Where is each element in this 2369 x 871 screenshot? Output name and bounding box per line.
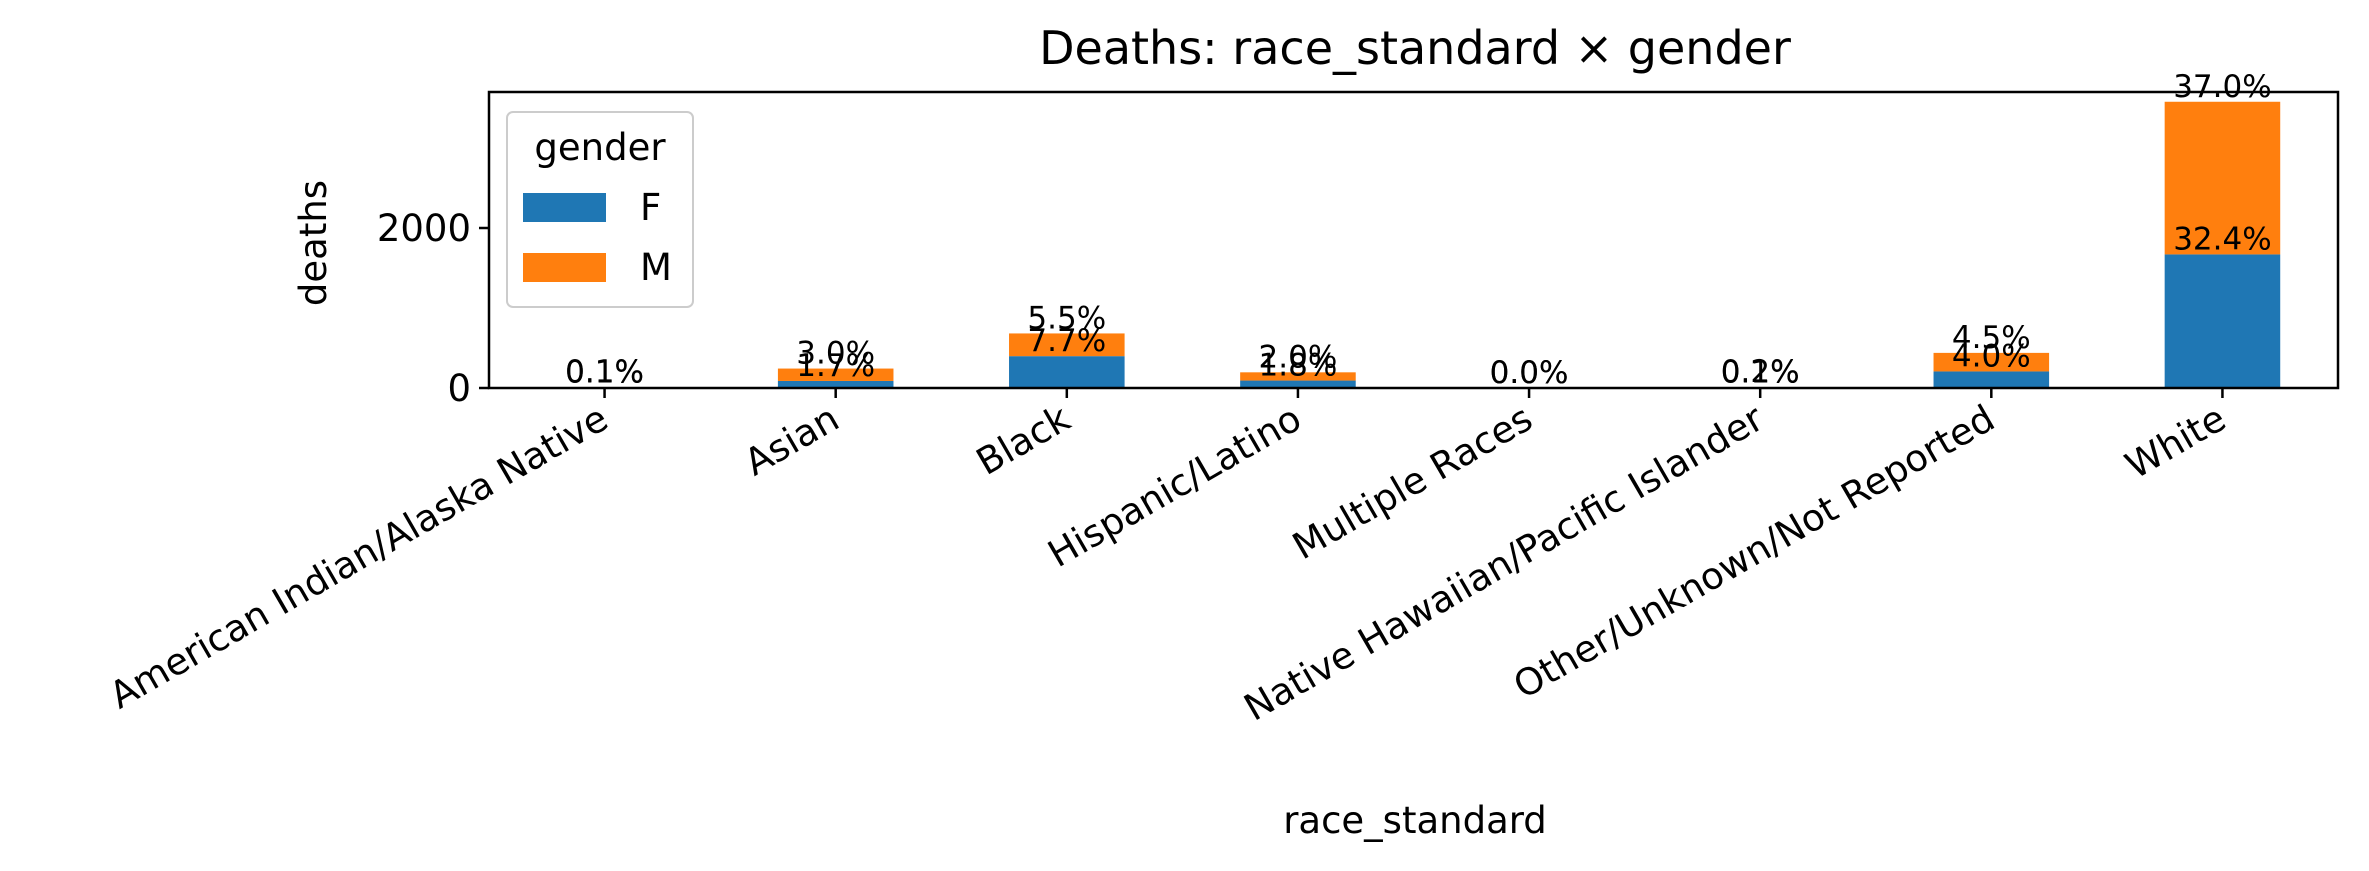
legend-title: gender: [534, 126, 666, 169]
bar-label-M-4: 0.0%: [1490, 355, 1569, 391]
y-tick-label-1: 2000: [377, 207, 471, 250]
bar-label-M-3: 2.0%: [1259, 339, 1338, 375]
bar-label-F-0: 0.1%: [565, 355, 644, 391]
plot-frame: [487, 90, 2340, 390]
legend-label-M: M: [640, 246, 672, 289]
bar-label-M-7: 37.0%: [2173, 69, 2271, 105]
x-axis-label: race_standard: [1283, 799, 1547, 842]
x-tick-label-2: Black: [969, 396, 1078, 484]
bar-label-F-1: 1.7%: [796, 348, 875, 384]
bar-label-F-7: 32.4%: [2173, 221, 2271, 257]
bar-label-F-6: 4.0%: [1952, 338, 2031, 374]
bar-labels-layer: 0.1% 1.7%7.7%1.8% 0.0% 0.1% 4.0%32.4%0.1%3.0…: [565, 69, 2272, 391]
axes-layer: 0 2000 American Indian/Alaska Native Asian B…: [102, 90, 2340, 730]
bar-label-M-2: 5.5%: [1027, 300, 1106, 336]
legend-label-F: F: [640, 186, 661, 229]
bar-label-F-5: 0.1%: [1721, 355, 1800, 391]
chart-title: Deaths: race_standard × gender: [1039, 21, 1791, 75]
bar-M-2: [1009, 333, 1125, 357]
bar-label-M-0: 0.1%: [565, 354, 644, 390]
bar-M-1: [777, 368, 894, 381]
bar-label-F-2: 7.7%: [1027, 323, 1106, 359]
bar-F-7: [2164, 254, 2281, 388]
bar-label-F-4: 0.0%: [1490, 355, 1569, 391]
x-tick-label-1: Asian: [737, 397, 846, 485]
bar-label-M-1: 3.0%: [796, 336, 875, 372]
legend-swatch-F: [523, 193, 606, 222]
x-tick-label-7: White: [2118, 397, 2233, 488]
bars-layer: [546, 101, 2281, 388]
bar-label-F-3: 1.8%: [1259, 348, 1338, 384]
bar-label-M-5: 0.2%: [1721, 354, 1800, 390]
bar-F-6: [1933, 371, 2050, 388]
x-tick-label-3: Hispanic/Latino: [1041, 397, 1309, 576]
legend-swatch-M: [523, 253, 606, 282]
bar-M-7: [2164, 101, 2281, 255]
bar-F-3: [1240, 380, 1356, 388]
x-tick-label-0: American Indian/Alaska Native: [102, 397, 615, 718]
bar-F-2: [1009, 356, 1125, 388]
y-axis-label: deaths: [292, 180, 335, 306]
bar-label-M-6: 4.5%: [1952, 320, 2031, 356]
bar-F-1: [777, 380, 894, 388]
legend: gender FM: [506, 111, 694, 308]
bar-M-3: [1240, 372, 1356, 381]
bar-M-6: [1933, 352, 2050, 372]
y-tick-label-0: 0: [447, 367, 471, 410]
